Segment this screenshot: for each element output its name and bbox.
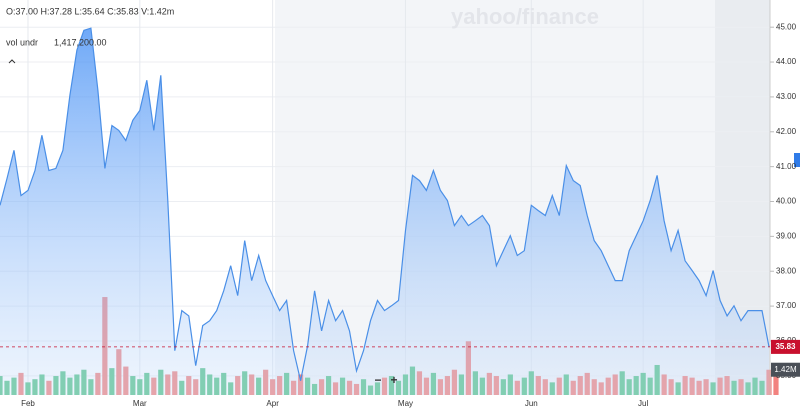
- y-tick-label: 41.00: [776, 162, 797, 171]
- x-tick-label: Mar: [133, 399, 147, 408]
- y-tick-label: 44.00: [776, 57, 797, 66]
- last-price-box: [771, 339, 800, 354]
- ohlc: O:37.00 H:37.28 L:35.64 C:35.83 V:1.42m: [6, 6, 174, 16]
- volume-bar: [773, 372, 779, 395]
- last-volume-box: [771, 362, 800, 377]
- collapse-icon[interactable]: [8, 59, 16, 64]
- indicator-name: vol undr: [6, 37, 38, 47]
- price-area: [0, 28, 769, 395]
- price-line: [0, 27, 770, 381]
- y-tick-label: 38.00: [776, 266, 797, 275]
- x-tick-label: Feb: [21, 399, 35, 408]
- zoom-out[interactable]: −: [374, 373, 381, 387]
- last-volume-label: 1.42M: [774, 365, 797, 374]
- y-tick-label: 45.00: [776, 22, 797, 31]
- x-tick-label: Jun: [525, 399, 538, 408]
- y-tick-label: 39.00: [776, 231, 797, 240]
- y-tick-label: 43.00: [776, 92, 797, 101]
- indicator-value: 1,417,200.00: [54, 37, 107, 47]
- x-tick-label: Apr: [266, 399, 279, 408]
- y-tick-label: 40.00: [776, 197, 797, 206]
- x-tick-label: May: [398, 399, 413, 408]
- zoom-in[interactable]: +: [390, 373, 397, 387]
- x-tick-label: Jul: [638, 399, 648, 408]
- last-price-label: 35.83: [775, 342, 796, 351]
- y-tick-label: 42.00: [776, 127, 797, 136]
- y-tick-label: 37.00: [776, 301, 797, 310]
- watermark: yahoo/finance: [451, 4, 599, 29]
- scroll-handle[interactable]: [794, 153, 800, 167]
